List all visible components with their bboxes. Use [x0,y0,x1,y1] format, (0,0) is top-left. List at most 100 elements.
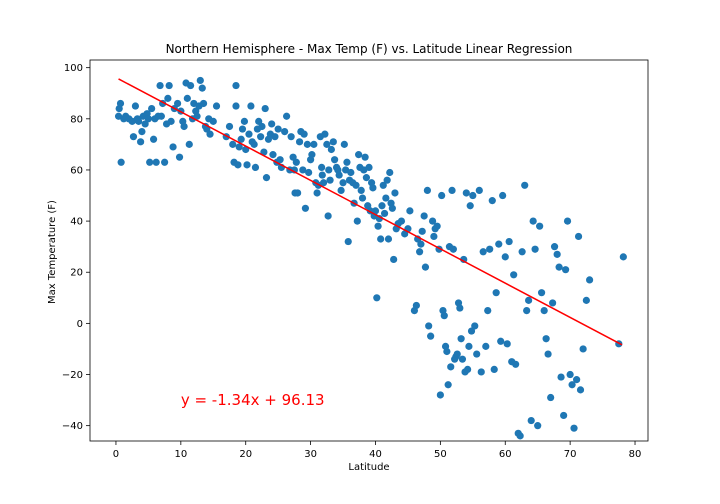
y-tick-label-0: 0 [77,319,83,330]
data-point-204 [453,350,461,358]
data-point-208 [458,355,467,363]
data-point-40 [183,94,191,102]
data-point-58 [225,122,234,131]
data-point-27 [161,158,169,166]
data-point-213 [465,342,473,350]
data-point-229 [497,337,505,345]
data-point-142 [357,186,365,195]
data-point-106 [305,168,313,177]
data-point-160 [380,209,389,218]
data-point-219 [475,186,483,195]
data-point-62 [232,81,240,90]
x-axis-ticks: 0 10 20 30 40 50 60 70 80 [113,441,642,460]
data-point-18 [146,158,154,166]
data-point-2 [116,99,125,108]
data-point-257 [557,373,565,381]
data-point-215 [467,327,476,335]
data-point-91 [281,128,289,136]
data-point-130 [340,140,348,148]
data-point-123 [329,138,337,146]
data-point-252 [547,393,555,402]
data-point-17 [144,115,152,123]
data-point-54 [206,130,214,138]
data-point-240 [521,181,529,189]
data-point-164 [386,168,394,177]
data-point-267 [579,345,587,353]
data-point-250 [542,335,550,343]
x-axis-label: Latitude [348,462,389,473]
data-point-248 [537,289,546,297]
data-point-155 [374,222,382,230]
data-point-132 [343,158,351,166]
data-point-19 [148,104,156,113]
x-tick-label-30: 30 [304,449,317,460]
data-point-111 [313,189,321,197]
data-point-246 [534,422,542,430]
data-point-231 [501,253,509,261]
regression-line [118,78,623,346]
data-point-15 [141,120,149,128]
x-tick-label-80: 80 [629,449,642,460]
data-point-223 [484,306,492,315]
data-point-178 [416,248,424,256]
data-point-84 [268,120,276,128]
y-axis-label: Max Temperature (F) [47,200,58,304]
data-point-266 [576,386,585,394]
data-point-161 [382,194,390,202]
data-point-88 [274,125,282,133]
data-point-77 [257,133,265,141]
data-point-65 [237,135,245,143]
data-point-230 [499,191,507,200]
chart-title: Northern Hemisphere - Max Temp (F) vs. L… [166,42,573,56]
data-point-222 [482,342,490,350]
data-point-151 [369,184,377,192]
data-point-118 [323,140,331,148]
data-point-233 [505,237,513,246]
data-point-153 [371,207,380,215]
data-point-122 [327,145,335,154]
data-point-232 [503,340,511,348]
data-point-38 [180,122,188,131]
data-point-92 [283,112,291,120]
data-point-185 [427,332,435,340]
data-point-30 [165,81,173,90]
data-point-145 [361,153,369,161]
data-point-162 [383,176,391,184]
data-point-216 [469,191,477,200]
data-point-196 [443,347,451,356]
data-point-127 [335,171,343,179]
data-point-63 [234,161,242,169]
data-point-191 [436,391,444,399]
data-point-133 [344,237,352,246]
data-point-11 [135,117,143,125]
data-point-167 [390,255,398,264]
x-tick-label-50: 50 [434,449,447,460]
data-point-179 [417,240,425,248]
data-point-81 [262,174,271,182]
y-tick-label-60: 60 [70,165,83,176]
data-point-263 [570,424,578,432]
data-point-103 [300,130,308,138]
data-point-184 [425,322,433,330]
data-point-261 [566,370,574,379]
data-point-189 [433,222,441,230]
data-point-41 [185,140,193,148]
data-point-129 [339,179,347,187]
data-point-55 [209,117,217,125]
data-point-25 [157,112,165,120]
x-tick-label-40: 40 [369,449,382,460]
y-tick-label-80: 80 [70,114,83,125]
data-point-158 [378,202,386,210]
data-point-207 [457,335,465,343]
data-point-244 [529,217,537,225]
data-point-61 [232,102,240,110]
data-point-104 [301,204,310,212]
data-point-197 [444,381,452,389]
data-point-211 [462,189,470,197]
data-point-99 [294,189,302,197]
data-point-159 [379,181,387,189]
data-point-163 [384,235,393,243]
data-point-105 [303,140,311,148]
data-point-192 [438,191,446,200]
